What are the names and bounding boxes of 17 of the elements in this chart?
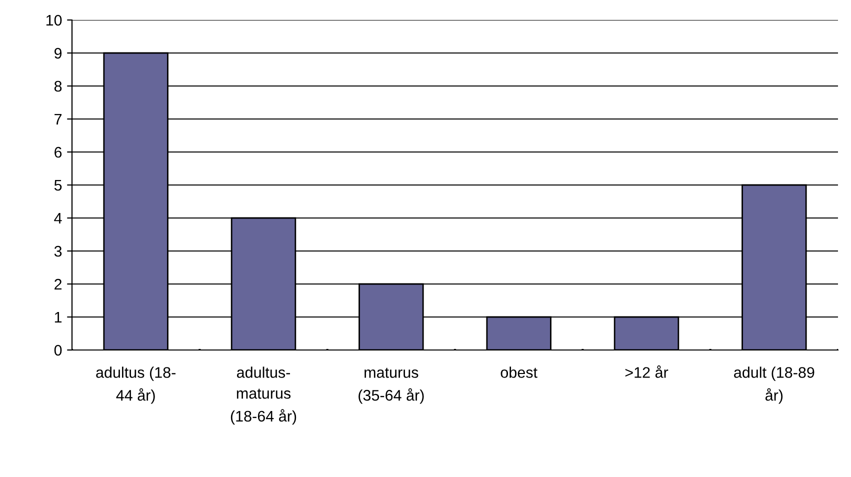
x-tick-label: obest (500, 366, 538, 378)
y-tick-label: 0 (54, 344, 62, 356)
x-tick-label: adultus (18- 44 år) (96, 366, 176, 404)
y-tick-label: 2 (54, 278, 62, 290)
y-tick-label: 10 (46, 14, 62, 26)
y-tick-label: 1 (54, 312, 62, 323)
y-tick-label: 3 (54, 246, 62, 257)
y-tick-label: 9 (54, 48, 62, 59)
x-tick-label: adultus- maturus (18-64 år) (230, 366, 296, 425)
y-tick-label: 5 (54, 180, 62, 191)
y-tick-label: 4 (54, 213, 62, 224)
y-tick-label: 7 (54, 114, 62, 125)
x-tick-label: maturus (35-64 år) (358, 368, 424, 404)
x-tick-label: adult (18-89 år) (734, 366, 814, 404)
x-tick-label: >12 år (625, 365, 668, 378)
y-tick-label: 6 (54, 146, 62, 158)
y-tick-label: 8 (54, 80, 62, 92)
